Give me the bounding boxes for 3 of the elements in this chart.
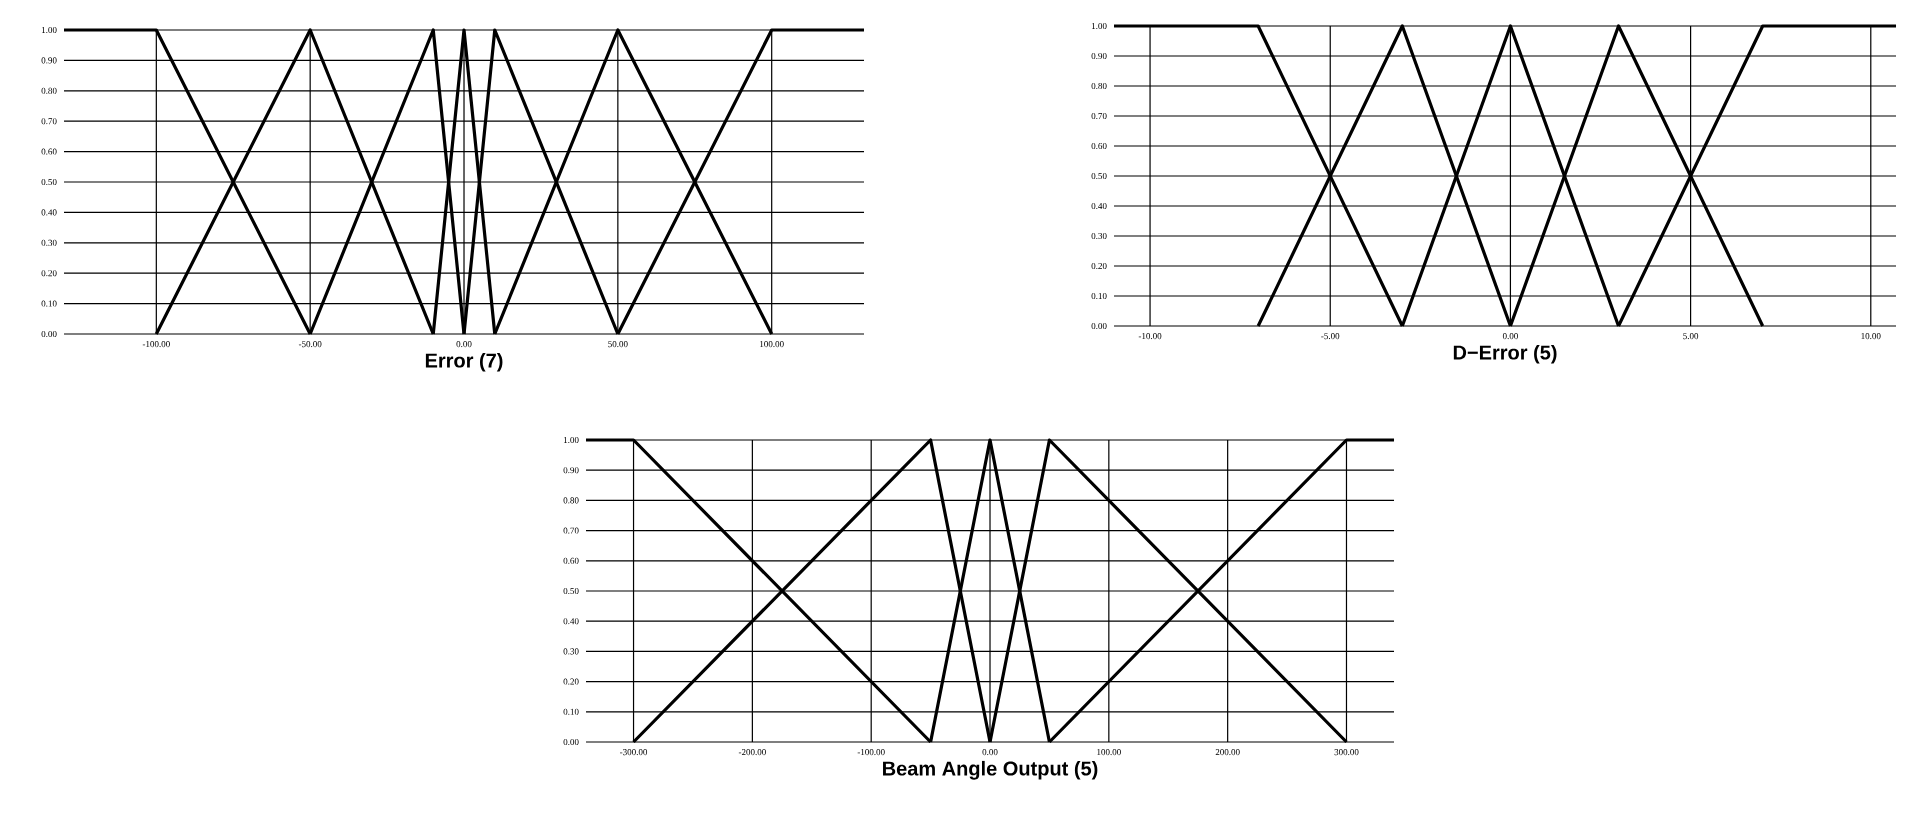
x-axis-title: Error (7) [425, 352, 503, 372]
x-axis-title: D−Error (5) [1453, 344, 1557, 364]
x-axis-title: Beam Angle Output (5) [883, 760, 1098, 780]
